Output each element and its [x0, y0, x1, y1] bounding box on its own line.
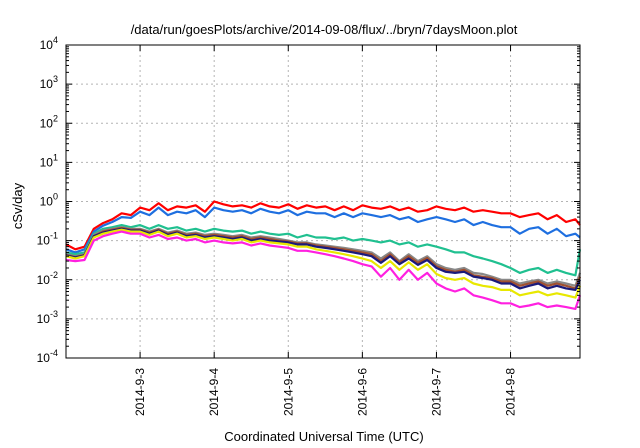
x-tick-label: 2014-9-7	[429, 368, 443, 416]
series-line-2	[65, 206, 581, 254]
y-tick-label: 10-1	[37, 231, 58, 248]
y-axis-label: cSv/day	[10, 182, 25, 229]
y-tick-label: 100	[40, 192, 58, 209]
y-tick-label: 101	[40, 152, 58, 169]
x-tick-label: 2014-9-8	[504, 368, 518, 416]
series-line-7	[65, 228, 582, 299]
series-line-1	[65, 200, 581, 251]
x-axis-label: Coordinated Universal Time (UTC)	[224, 429, 423, 444]
chart-title: /data/run/goesPlots/archive/2014-09-08/f…	[131, 22, 518, 37]
series-lines	[65, 200, 582, 310]
y-tick-label: 10-4	[37, 348, 58, 365]
series-line-8	[65, 230, 582, 310]
x-tick-label: 2014-9-4	[207, 368, 221, 416]
y-tick-label: 10-2	[37, 270, 58, 287]
y-tick-label: 102	[40, 113, 58, 130]
x-tick-label: 2014-9-5	[281, 368, 295, 416]
grid	[66, 45, 580, 358]
y-tick-labels: 10-4 10-3 10-2 10-1 100 101 102 103 104	[37, 35, 58, 365]
x-tick-label: 2014-9-6	[355, 368, 369, 416]
y-tick-label: 103	[40, 74, 58, 91]
series-line-3	[65, 224, 582, 277]
y-tick-label: 104	[40, 35, 58, 52]
axis-ticks	[66, 44, 580, 359]
x-tick-label: 2014-9-3	[133, 368, 147, 416]
x-tick-labels: 2014-9-3 2014-9-4 2014-9-5 2014-9-6 2014-9-7…	[133, 368, 517, 416]
y-tick-label: 10-3	[37, 309, 58, 326]
